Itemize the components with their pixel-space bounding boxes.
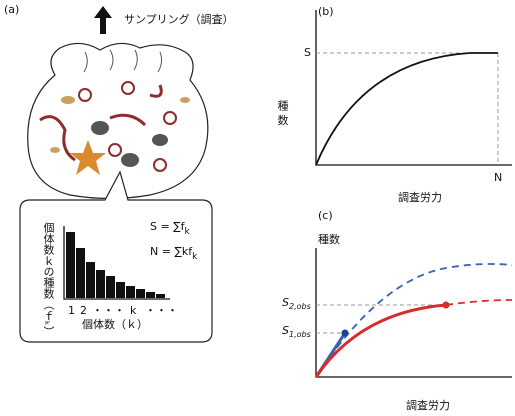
x-tick: ・・・ — [145, 304, 178, 317]
figure: (a) サンプリング（調査） S = ∑fk N = ∑kfk 個体数ｋの種数（… — [0, 0, 515, 416]
point-blue — [342, 330, 349, 337]
s1-label: S1,obs — [282, 324, 311, 339]
guide-lines — [316, 53, 498, 165]
s-text: S — [282, 324, 289, 337]
x-axis-label: 調査労力 — [406, 398, 450, 412]
axes — [316, 248, 512, 377]
arrow — [94, 6, 112, 34]
formula-text: N = ∑kf — [150, 245, 193, 258]
guide-lines — [316, 305, 446, 333]
x-tick: 2 — [80, 304, 87, 317]
x-axis-label: 個体数（ｋ） — [82, 317, 148, 331]
formula-text: S = ∑f — [150, 220, 186, 233]
formula-sub: k — [184, 227, 190, 237]
formula-sub: k — [192, 252, 198, 262]
point-red — [443, 302, 450, 309]
s-text: S — [282, 296, 289, 309]
curve-red-dashed — [446, 300, 512, 305]
sampling-label: サンプリング（調査） — [124, 12, 234, 26]
panel-label: (a) — [4, 3, 19, 16]
s-sub: 2,obs — [289, 302, 311, 311]
x-tick: k — [130, 304, 137, 317]
y-axis-label: 個体数ｋの種数（ｆₖ） — [42, 222, 55, 337]
s2-label: S2,obs — [282, 296, 311, 311]
curve-blue-dashed — [316, 264, 512, 377]
curve-red — [316, 305, 446, 377]
s-label: S — [304, 46, 311, 59]
curve — [316, 53, 498, 165]
axes — [316, 10, 512, 165]
panel-label: (c) — [318, 209, 333, 222]
x-axis-label: 調査労力 — [398, 190, 442, 204]
y-axis-label: 種 数 — [276, 99, 289, 126]
x-tick: 1 — [68, 304, 75, 317]
panel-label: (b) — [318, 5, 334, 18]
x-tick: ・・・ — [92, 304, 125, 317]
y-axis-label: 種数 — [318, 232, 340, 246]
n-label: N — [494, 171, 502, 184]
s-sub: 1,obs — [289, 330, 311, 339]
